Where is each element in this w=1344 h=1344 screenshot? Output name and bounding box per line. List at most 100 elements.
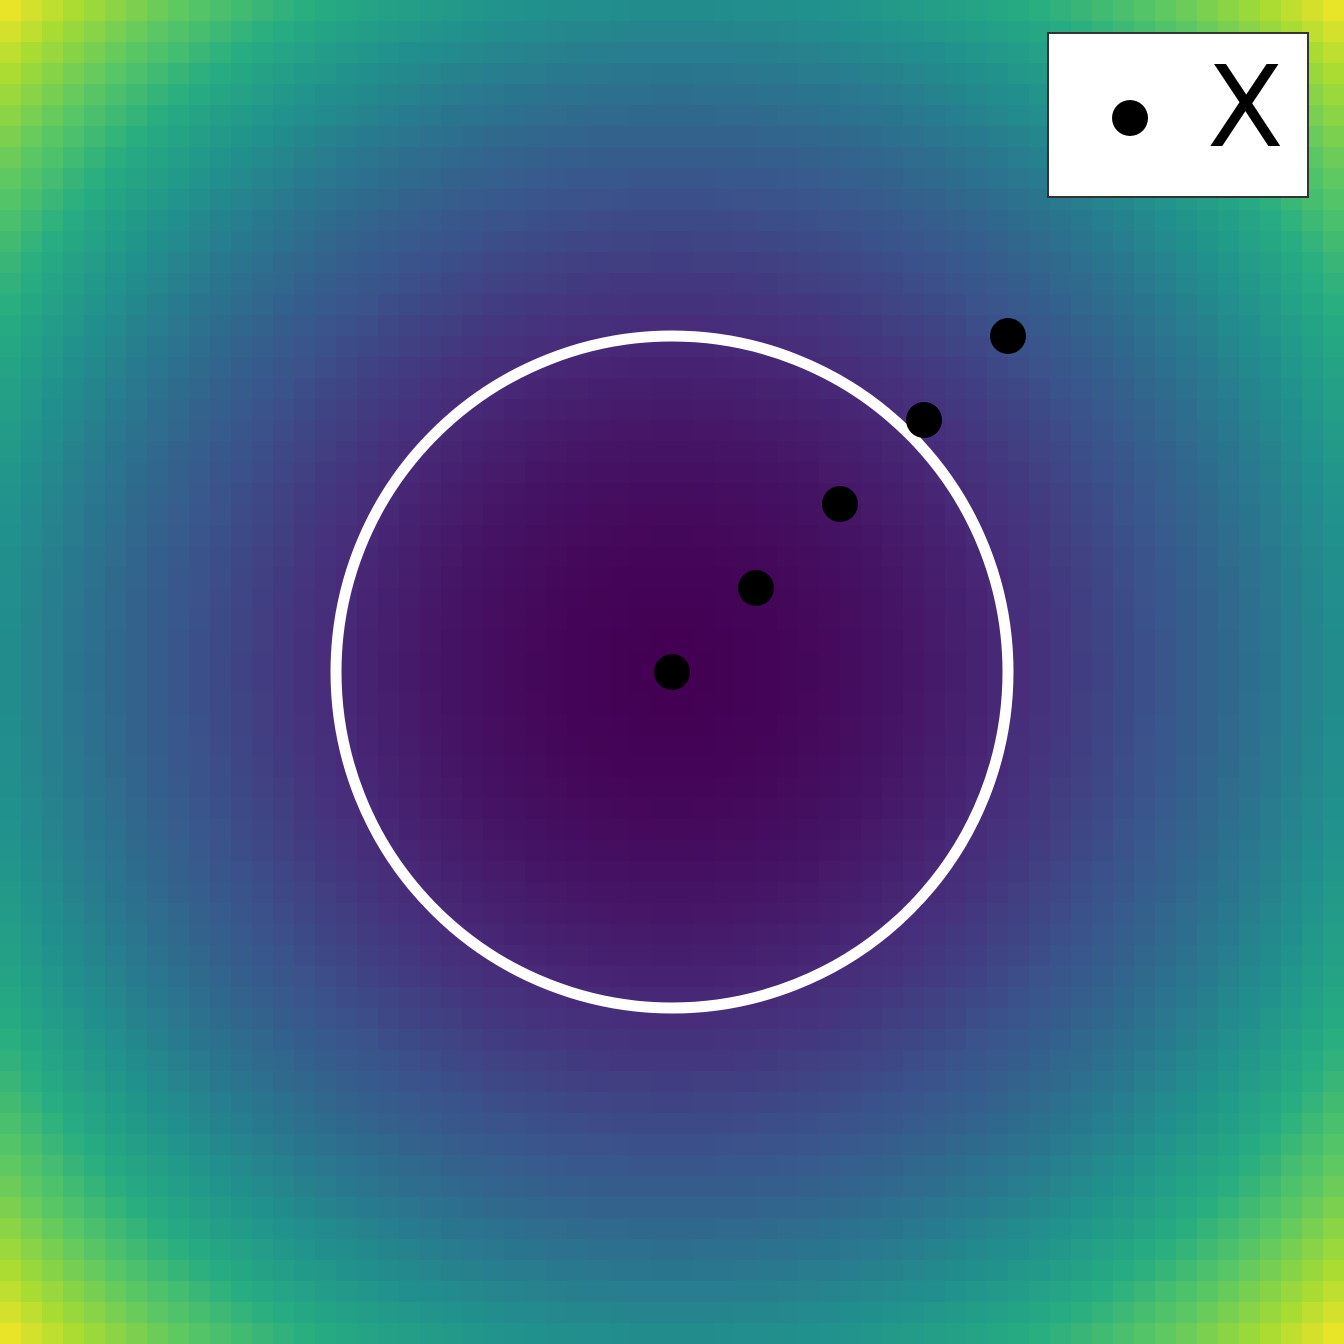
heatmap-cell	[1008, 399, 1030, 421]
heatmap-cell	[273, 315, 295, 337]
heatmap-cell	[441, 693, 463, 715]
heatmap-cell	[945, 1323, 967, 1344]
heatmap-cell	[525, 777, 547, 799]
heatmap-cell	[966, 861, 988, 883]
heatmap-cell	[630, 315, 652, 337]
heatmap-cell	[945, 651, 967, 673]
heatmap-cell	[966, 735, 988, 757]
heatmap-cell	[1029, 1050, 1051, 1072]
heatmap-cell	[42, 1029, 64, 1051]
heatmap-cell	[1113, 882, 1135, 904]
heatmap-cell	[210, 861, 232, 883]
heatmap-cell	[756, 1218, 778, 1240]
heatmap-cell	[945, 798, 967, 820]
heatmap-cell	[189, 735, 211, 757]
heatmap-cell	[1134, 525, 1156, 547]
heatmap-cell	[630, 168, 652, 190]
heatmap-cell	[1323, 21, 1344, 43]
heatmap-cell	[819, 126, 841, 148]
heatmap-cell	[1134, 294, 1156, 316]
heatmap-cell	[756, 756, 778, 778]
heatmap-cell	[819, 1092, 841, 1114]
heatmap-cell	[735, 903, 757, 925]
heatmap-cell	[1323, 504, 1344, 526]
heatmap-cell	[987, 1050, 1009, 1072]
heatmap-cell	[567, 399, 589, 421]
heatmap-cell	[42, 378, 64, 400]
heatmap-cell	[0, 735, 22, 757]
heatmap-cell	[1218, 1260, 1240, 1282]
heatmap-cell	[1092, 588, 1114, 610]
heatmap-cell	[315, 798, 337, 820]
heatmap-cell	[315, 819, 337, 841]
heatmap-cell	[399, 651, 421, 673]
heatmap-cell	[672, 1197, 694, 1219]
heatmap-cell	[1155, 567, 1177, 589]
heatmap-cell	[441, 273, 463, 295]
scatter-point	[906, 402, 942, 438]
heatmap-cell	[798, 210, 820, 232]
heatmap-cell	[777, 378, 799, 400]
heatmap-cell	[357, 840, 379, 862]
heatmap-cell	[693, 798, 715, 820]
heatmap-cell	[0, 798, 22, 820]
heatmap-cell	[210, 294, 232, 316]
heatmap-cell	[420, 504, 442, 526]
heatmap-cell	[903, 273, 925, 295]
heatmap-cell	[1176, 798, 1198, 820]
heatmap-cell	[84, 504, 106, 526]
heatmap-cell	[693, 903, 715, 925]
heatmap-cell	[105, 756, 127, 778]
heatmap-cell	[1029, 441, 1051, 463]
heatmap-cell	[861, 63, 883, 85]
heatmap-cell	[588, 84, 610, 106]
heatmap-cell	[903, 735, 925, 757]
heatmap-cell	[483, 567, 505, 589]
heatmap-cell	[672, 399, 694, 421]
heatmap-cell	[987, 483, 1009, 505]
heatmap-cell	[189, 819, 211, 841]
heatmap-cell	[42, 189, 64, 211]
heatmap-cell	[798, 609, 820, 631]
heatmap-cell	[1113, 1113, 1135, 1135]
heatmap-cell	[1029, 987, 1051, 1009]
heatmap-cell	[756, 315, 778, 337]
heatmap-cell	[147, 1302, 169, 1324]
heatmap-cell	[546, 126, 568, 148]
heatmap-cell	[210, 63, 232, 85]
heatmap-cell	[273, 378, 295, 400]
heatmap-cell	[294, 483, 316, 505]
heatmap-cell	[693, 210, 715, 232]
heatmap-cell	[378, 546, 400, 568]
heatmap-cell	[126, 1302, 148, 1324]
heatmap-cell	[105, 168, 127, 190]
heatmap-cell	[924, 147, 946, 169]
heatmap-cell	[63, 210, 85, 232]
heatmap-cell	[462, 336, 484, 358]
heatmap-cell	[693, 420, 715, 442]
heatmap-cell	[735, 483, 757, 505]
heatmap-cell	[1323, 672, 1344, 694]
heatmap-cell	[315, 42, 337, 64]
heatmap-cell	[252, 252, 274, 274]
heatmap-cell	[378, 1176, 400, 1198]
heatmap-cell	[1239, 462, 1261, 484]
heatmap-cell	[903, 756, 925, 778]
heatmap-cell	[735, 651, 757, 673]
heatmap-cell	[882, 567, 904, 589]
heatmap-cell	[525, 1239, 547, 1261]
heatmap-cell	[840, 462, 862, 484]
heatmap-cell	[462, 1092, 484, 1114]
heatmap-cell	[42, 483, 64, 505]
heatmap-cell	[1218, 693, 1240, 715]
heatmap-cell	[126, 1134, 148, 1156]
heatmap-cell	[672, 504, 694, 526]
heatmap-cell	[189, 546, 211, 568]
heatmap-cell	[462, 609, 484, 631]
heatmap-cell	[231, 714, 253, 736]
heatmap-cell	[1302, 336, 1324, 358]
heatmap-cell	[672, 609, 694, 631]
heatmap-cell	[1029, 966, 1051, 988]
heatmap-cell	[588, 357, 610, 379]
heatmap-cell	[84, 357, 106, 379]
